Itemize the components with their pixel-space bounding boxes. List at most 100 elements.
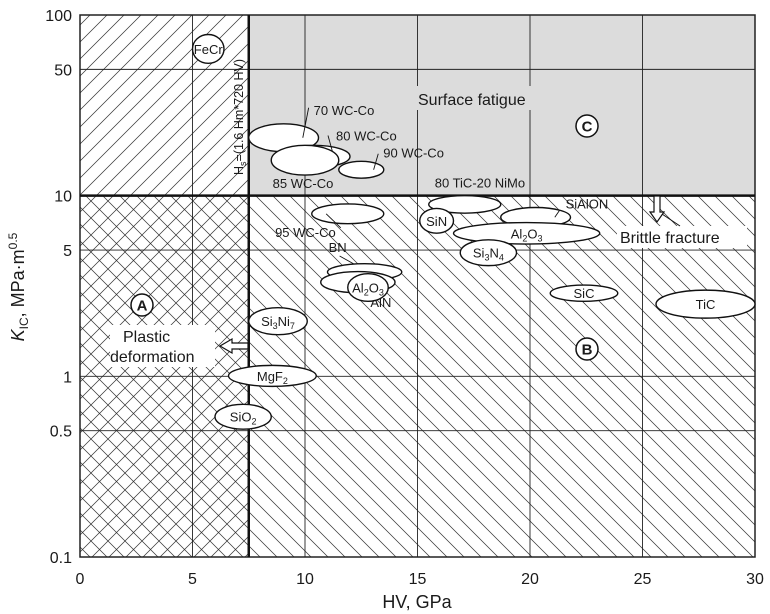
material-fecr: FeCr xyxy=(191,33,225,65)
hatch-line xyxy=(80,314,249,485)
region-b-id: B xyxy=(582,342,593,359)
hatch-line xyxy=(153,195,516,557)
material-label: 80 WC-Co xyxy=(336,128,397,143)
region-b-marker xyxy=(575,337,599,361)
hatch-line xyxy=(80,427,210,557)
hatch-line xyxy=(125,433,249,557)
hatch-line xyxy=(91,399,249,557)
material-label: 95 WC-Co xyxy=(275,225,336,240)
label-fragment: 3 xyxy=(273,321,278,331)
hatch-line xyxy=(357,195,720,557)
hatch-line xyxy=(306,195,669,557)
hatch-line xyxy=(136,195,499,557)
hatch-line xyxy=(425,195,755,526)
hatch-line xyxy=(80,206,431,557)
label-fragment: MgF xyxy=(257,369,283,384)
material-label: 80 TiC-20 NiMo xyxy=(435,175,525,190)
hatch-line xyxy=(80,325,312,557)
hatch-line xyxy=(578,195,755,373)
region-a-name-line2: deformation xyxy=(110,349,195,366)
material-label: 85 WC-Co xyxy=(273,176,334,191)
hatch-line xyxy=(80,331,249,502)
label-leader-line xyxy=(339,255,354,265)
region-c-label: Surface fatigue C xyxy=(408,86,599,138)
y-axis-title: KIC, MPa·m0.5 xyxy=(6,232,31,341)
x-tick-label: 30 xyxy=(746,571,764,588)
material-ellipse xyxy=(214,403,272,430)
hatch-line xyxy=(391,195,754,557)
hatch-line xyxy=(755,15,770,557)
material-label: Al2O3 xyxy=(352,281,384,298)
label-fragment: O xyxy=(369,281,379,296)
hatch-line xyxy=(80,342,295,557)
hatch-line xyxy=(170,195,533,557)
hatch-line xyxy=(80,444,193,557)
hatch-line xyxy=(80,15,193,128)
x-tick-label: 10 xyxy=(296,571,314,588)
material-label: BN xyxy=(329,240,347,255)
hatch-line xyxy=(221,195,584,557)
hatch-line xyxy=(80,348,249,519)
region-b-name: Brittle fracture xyxy=(620,230,720,247)
material-ellipse xyxy=(270,144,340,176)
material-80-tic-20-nimo: 80 TiC-20 NiMo xyxy=(428,175,525,214)
material-90-wc-co: 90 WC-Co xyxy=(338,146,444,179)
material-label: 70 WC-Co xyxy=(314,103,375,118)
hatch-line xyxy=(323,195,686,557)
region-c-id: C xyxy=(582,119,593,136)
boundary-formula-rest: =(1.6 Hm*720 HV) xyxy=(232,59,246,161)
region-a-marker xyxy=(130,293,154,317)
hatch-line xyxy=(108,416,249,557)
y-axis-title-main: K xyxy=(8,328,28,341)
hatch-region-b xyxy=(80,15,770,557)
hatch-line xyxy=(80,15,210,145)
boundary-formula-sub: s xyxy=(238,161,248,166)
label-fragment: Al xyxy=(352,281,364,296)
material-label: FeCr xyxy=(194,42,224,57)
material-85-wc-co: 85 WC-Co xyxy=(270,144,340,191)
label-fragment: 2 xyxy=(522,233,527,243)
region-c-name: Surface fatigue xyxy=(418,92,526,109)
y-tick-labels: 0.1 0.5 1 5 10 50 100 xyxy=(45,8,72,567)
hatch-line xyxy=(544,195,755,407)
label-fragment: Ni xyxy=(278,314,290,329)
hatch-line xyxy=(80,15,227,162)
hatch-line xyxy=(80,15,244,179)
hatch-line xyxy=(80,274,363,557)
x-tick-label: 5 xyxy=(188,571,197,588)
label-fragment: 4 xyxy=(499,253,504,263)
hatch-line xyxy=(102,195,465,557)
y-tick-label: 5 xyxy=(63,243,72,260)
brittle-arrow-icon xyxy=(648,195,666,224)
material-label: SiO2 xyxy=(230,410,257,427)
brittle-leader-line xyxy=(661,213,681,227)
hatch-line xyxy=(527,195,755,424)
label-fragment: O xyxy=(527,226,537,241)
hatch-line xyxy=(340,195,703,557)
y-tick-label: 0.5 xyxy=(50,424,72,441)
hatch-line xyxy=(80,410,227,557)
hatch-line xyxy=(80,461,176,557)
y-tick-label: 100 xyxy=(45,8,72,25)
material-sin: SiN xyxy=(419,207,455,234)
material-si3n4: Si3N4 xyxy=(459,239,518,267)
label-fragment: 2 xyxy=(251,417,256,427)
material-label: Al2O3 xyxy=(511,226,543,243)
label-fragment: SiO xyxy=(230,410,252,425)
hatch-line xyxy=(80,257,380,557)
hatch-line xyxy=(80,59,249,230)
hatch-line xyxy=(80,359,278,557)
hatch-line xyxy=(80,15,176,111)
label-leader-line xyxy=(554,210,560,218)
label-leader-line xyxy=(302,107,310,138)
material-ellipse xyxy=(549,284,619,303)
label-leader-line xyxy=(373,153,379,170)
label-leader-line xyxy=(325,213,342,229)
y-tick-label: 10 xyxy=(54,189,72,206)
material-al2o3-a: Al2O3 xyxy=(452,221,601,245)
material-label: 90 WC-Co xyxy=(383,146,444,161)
material-sic: SiC xyxy=(549,284,619,303)
y-axis-title-exp: 0.5 xyxy=(6,232,20,249)
label-fragment: 7 xyxy=(290,321,295,331)
material-ellipse xyxy=(191,33,225,65)
